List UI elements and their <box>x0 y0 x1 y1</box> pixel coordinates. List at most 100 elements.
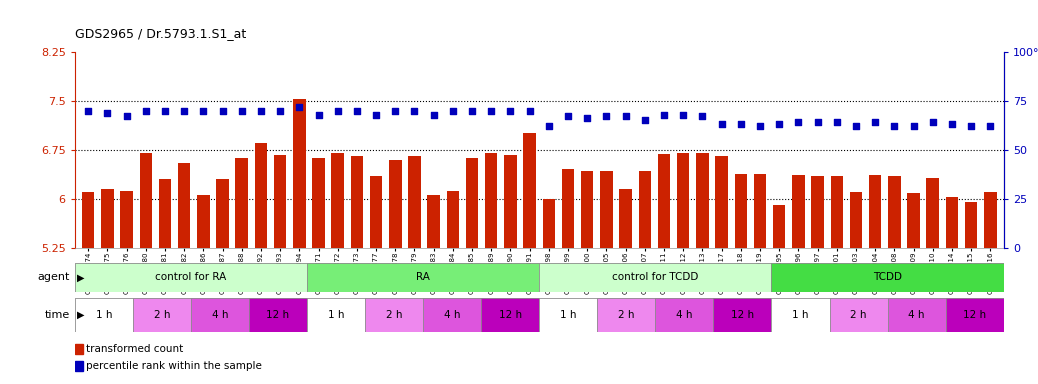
Text: 12 h: 12 h <box>963 310 986 320</box>
Point <box>272 108 289 114</box>
Bar <box>428 195 440 248</box>
Text: ▶: ▶ <box>77 310 84 320</box>
Bar <box>331 153 344 248</box>
Point <box>963 123 980 129</box>
Point <box>502 108 519 114</box>
Point <box>157 108 173 114</box>
Point <box>694 113 711 119</box>
Point <box>790 119 807 126</box>
Bar <box>792 175 804 248</box>
Point <box>329 108 346 114</box>
Bar <box>889 176 901 248</box>
Point <box>867 119 883 126</box>
Bar <box>159 179 171 248</box>
Bar <box>408 156 420 248</box>
Point <box>828 119 845 126</box>
Bar <box>771 298 829 332</box>
Bar <box>540 298 597 332</box>
Bar <box>249 298 307 332</box>
Bar <box>543 199 555 248</box>
Text: GDS2965 / Dr.5793.1.S1_at: GDS2965 / Dr.5793.1.S1_at <box>75 27 246 40</box>
Bar <box>677 153 689 248</box>
Bar <box>197 195 210 248</box>
Bar <box>139 153 152 248</box>
Point <box>406 108 422 114</box>
Bar <box>771 263 1004 292</box>
Bar <box>482 298 539 332</box>
Text: 2 h: 2 h <box>850 310 867 320</box>
Point <box>810 119 826 126</box>
Bar <box>597 298 655 332</box>
Point <box>848 123 865 129</box>
Bar <box>75 263 307 292</box>
Bar <box>581 171 594 248</box>
Bar <box>829 298 887 332</box>
Bar <box>312 157 325 248</box>
Point <box>925 119 941 126</box>
Bar <box>812 176 824 248</box>
Bar <box>946 197 958 248</box>
Text: 1 h: 1 h <box>561 310 576 320</box>
Bar <box>523 134 536 248</box>
Point <box>310 111 327 118</box>
Bar <box>658 154 671 248</box>
Text: 4 h: 4 h <box>212 310 228 320</box>
Point <box>598 113 614 119</box>
Point <box>656 111 673 118</box>
Text: transformed count: transformed count <box>86 344 184 354</box>
Text: 12 h: 12 h <box>731 310 754 320</box>
Point <box>675 111 691 118</box>
Bar <box>177 163 190 248</box>
Point <box>80 108 97 114</box>
Text: TCDD: TCDD <box>873 272 902 283</box>
Point <box>733 121 749 127</box>
Point <box>387 108 404 114</box>
Point <box>905 123 922 129</box>
Bar <box>927 178 939 248</box>
Bar <box>984 192 996 248</box>
Text: control for TCDD: control for TCDD <box>612 272 699 283</box>
Text: control for RA: control for RA <box>156 272 226 283</box>
Text: 12 h: 12 h <box>498 310 522 320</box>
Point <box>771 121 788 127</box>
Point <box>559 113 576 119</box>
Bar <box>307 263 539 292</box>
Bar <box>540 263 771 292</box>
Point <box>618 113 634 119</box>
Point <box>483 108 499 114</box>
Text: 1 h: 1 h <box>328 310 345 320</box>
Bar <box>754 174 766 248</box>
Point <box>521 108 538 114</box>
Bar <box>600 171 612 248</box>
Bar <box>715 156 728 248</box>
Bar <box>446 191 459 248</box>
Bar <box>133 298 191 332</box>
Bar <box>101 189 113 248</box>
Point <box>886 123 903 129</box>
Bar <box>638 171 651 248</box>
Text: 12 h: 12 h <box>267 310 290 320</box>
Bar <box>75 344 83 354</box>
Bar <box>830 176 843 248</box>
Point <box>444 108 461 114</box>
Bar <box>293 99 305 248</box>
Bar <box>236 158 248 248</box>
Point <box>752 123 768 129</box>
Point <box>944 121 960 127</box>
Point <box>214 108 230 114</box>
Bar <box>850 192 863 248</box>
Point <box>982 123 999 129</box>
Bar <box>504 155 517 248</box>
Bar <box>887 298 946 332</box>
Point <box>349 108 365 114</box>
Bar <box>75 298 133 332</box>
Bar <box>351 156 363 248</box>
Text: 2 h: 2 h <box>154 310 170 320</box>
Bar <box>216 179 228 248</box>
Bar <box>424 298 482 332</box>
Text: percentile rank within the sample: percentile rank within the sample <box>86 361 263 371</box>
Point <box>234 108 250 114</box>
Text: agent: agent <box>37 272 70 283</box>
Bar <box>696 153 709 248</box>
Point <box>252 108 269 114</box>
